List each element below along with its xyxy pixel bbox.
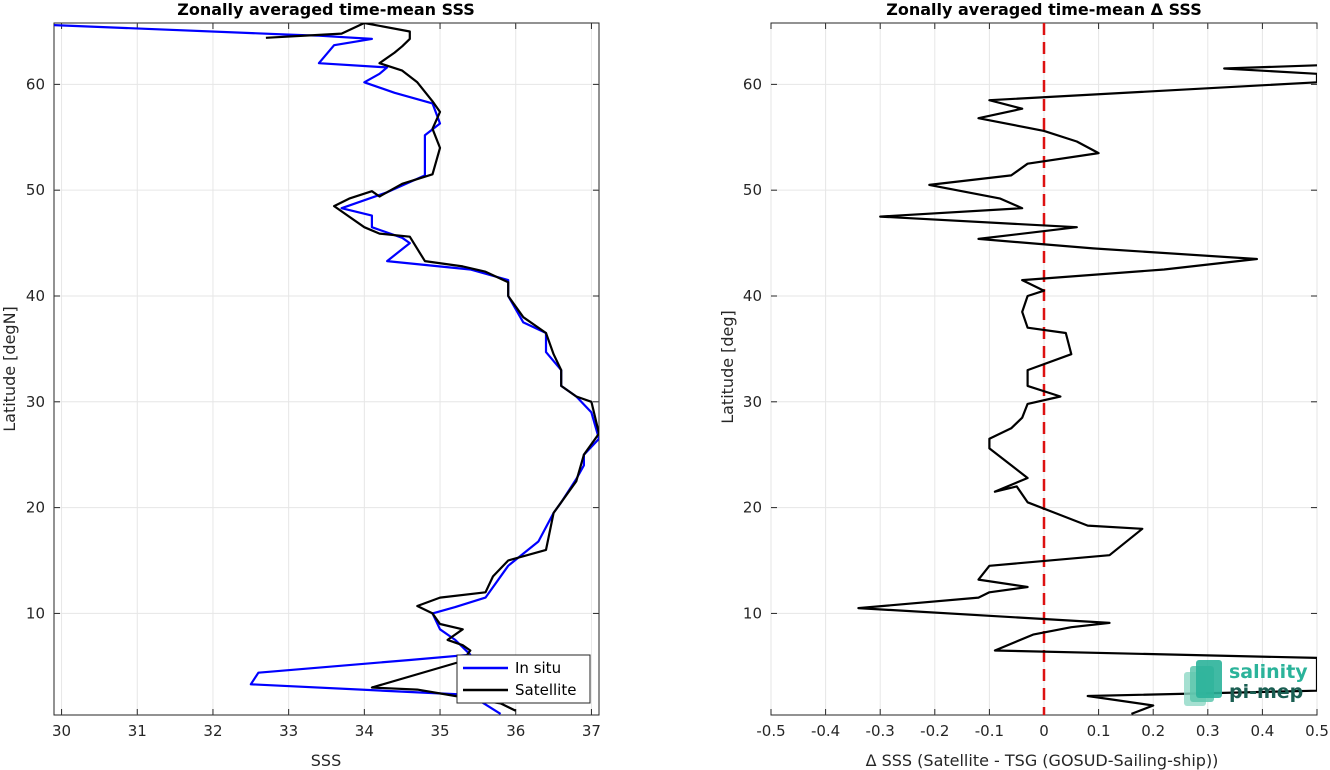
left-x-tick-label: 31 xyxy=(128,722,147,740)
right-ticks: -0.5 -0.4 -0.3 -0.2 -0.1 0 0.1 0.2 0.3 0.4 0.5 10 20… xyxy=(743,23,1329,740)
left-x-tick-label: 36 xyxy=(506,722,525,740)
left-x-tick-label: 35 xyxy=(430,722,449,740)
right-chart-title: Zonally averaged time-mean Δ SSS xyxy=(886,0,1202,19)
right-x-tick-label: 0.3 xyxy=(1196,722,1220,740)
right-x-tick-label: -0.2 xyxy=(920,722,949,740)
right-y-tick-label: 60 xyxy=(743,75,762,93)
series-line-in-situ xyxy=(54,24,599,715)
left-y-tick-label: 50 xyxy=(26,181,45,199)
right-x-tick-label: 0.5 xyxy=(1305,722,1329,740)
right-x-tick-label: 0.2 xyxy=(1141,722,1165,740)
left-y-tick-label: 60 xyxy=(26,75,45,93)
left-y-tick-label: 40 xyxy=(26,287,45,305)
right-x-tick-label: -0.4 xyxy=(811,722,840,740)
logo-text-pi-mep: pi-mep xyxy=(1229,681,1303,703)
right-y-tick-label: 30 xyxy=(743,393,762,411)
left-x-tick-label: 30 xyxy=(52,722,71,740)
left-x-tick-label: 34 xyxy=(355,722,374,740)
left-x-tick-label: 37 xyxy=(582,722,601,740)
left-y-tick-label: 10 xyxy=(26,604,45,622)
legend: In situ Satellite xyxy=(456,654,591,704)
right-y-tick-label: 40 xyxy=(743,287,762,305)
right-y-axis-label: Latitude [deg] xyxy=(718,310,737,424)
right-y-tick-label: 50 xyxy=(743,181,762,199)
right-chart-panel: -0.5 -0.4 -0.3 -0.2 -0.1 0 0.1 0.2 0.3 0.4 0.5 10 20… xyxy=(718,0,1329,770)
legend-label-satellite: Satellite xyxy=(515,681,576,699)
left-ticks: 30 31 32 33 34 35 36 37 10 20 30 40 50 60 xyxy=(26,23,601,740)
left-y-tick-label: 30 xyxy=(26,393,45,411)
series-line-satellite xyxy=(265,23,599,712)
left-y-axis-label: Latitude [degN] xyxy=(0,306,19,432)
left-plot-area xyxy=(53,22,600,716)
right-x-tick-label: 0.4 xyxy=(1250,722,1274,740)
right-series-group xyxy=(857,23,1317,715)
series-line-delta-sss xyxy=(857,64,1317,715)
right-x-tick-label: 0.1 xyxy=(1087,722,1111,740)
left-grid xyxy=(54,23,599,715)
salinity-pi-mep-logo: salinity pi-mep xyxy=(1184,660,1308,706)
legend-box xyxy=(456,654,591,704)
right-y-tick-label: 10 xyxy=(743,604,762,622)
legend-label-insitu: In situ xyxy=(515,659,561,677)
right-x-tick-label: -0.5 xyxy=(756,722,785,740)
left-chart-title: Zonally averaged time-mean SSS xyxy=(177,0,475,19)
right-x-axis-label: Δ SSS (Satellite - TSG (GOSUD-Sailing-sh… xyxy=(866,751,1219,770)
right-y-tick-label: 20 xyxy=(743,499,762,517)
left-x-tick-label: 33 xyxy=(279,722,298,740)
logo-text-salinity: salinity xyxy=(1229,661,1308,683)
left-x-axis-label: SSS xyxy=(311,751,341,770)
left-series-group xyxy=(54,23,599,715)
right-x-tick-label: 0 xyxy=(1039,722,1049,740)
left-y-tick-label: 20 xyxy=(26,499,45,517)
left-x-tick-label: 32 xyxy=(203,722,222,740)
right-x-tick-label: -0.1 xyxy=(975,722,1004,740)
logo-layer-3 xyxy=(1196,660,1222,698)
left-chart-panel: 30 31 32 33 34 35 36 37 10 20 30 40 50 60 Zonally ave… xyxy=(0,0,601,770)
right-x-tick-label: -0.3 xyxy=(866,722,895,740)
